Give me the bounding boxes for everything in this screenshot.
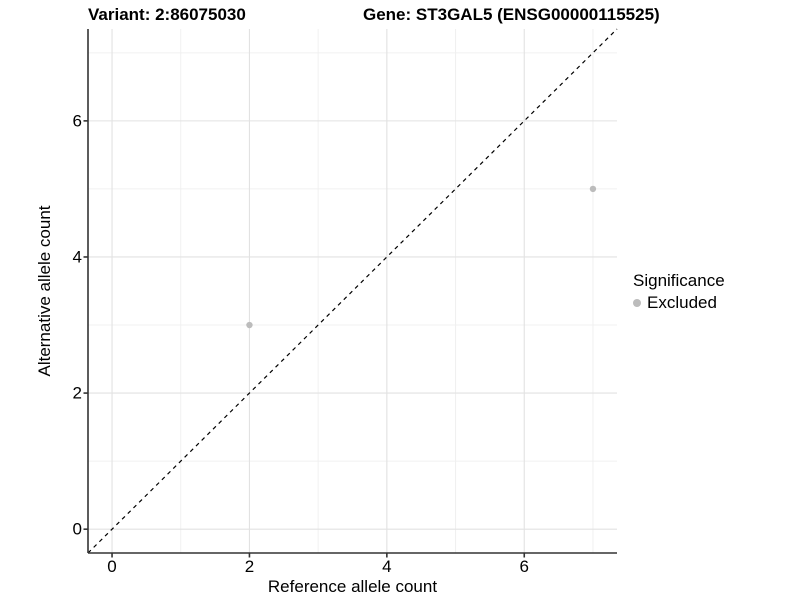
y-tick-label: 2 [72,383,82,403]
gene-title: Gene: ST3GAL5 (ENSG00000115525) [363,5,660,24]
plot-canvas [83,28,618,558]
identity-dashed-line [87,28,618,554]
plot-panel [83,28,618,558]
x-axis-title: Reference allele count [267,577,438,596]
legend-point-icon [633,299,641,307]
x-tick-label: 0 [107,557,117,576]
data-point [246,321,253,329]
x-tick-label: 6 [519,557,529,576]
x-tick-label: 4 [382,557,392,576]
y-axis-title: Alternative allele count [35,205,54,377]
data-point [589,185,597,193]
legend: Significance Excluded [633,271,725,313]
x-tick-label: 2 [244,557,255,576]
legend-title: Significance [633,271,725,290]
legend-item: Excluded [633,293,725,313]
legend-items: Excluded [633,293,725,313]
y-tick-label: 4 [72,247,82,267]
y-tick-label: 0 [72,519,82,539]
variant-title: Variant: 2:86075030 [88,5,246,24]
y-tick-label: 6 [72,111,82,131]
legend-item-label: Excluded [647,293,717,312]
